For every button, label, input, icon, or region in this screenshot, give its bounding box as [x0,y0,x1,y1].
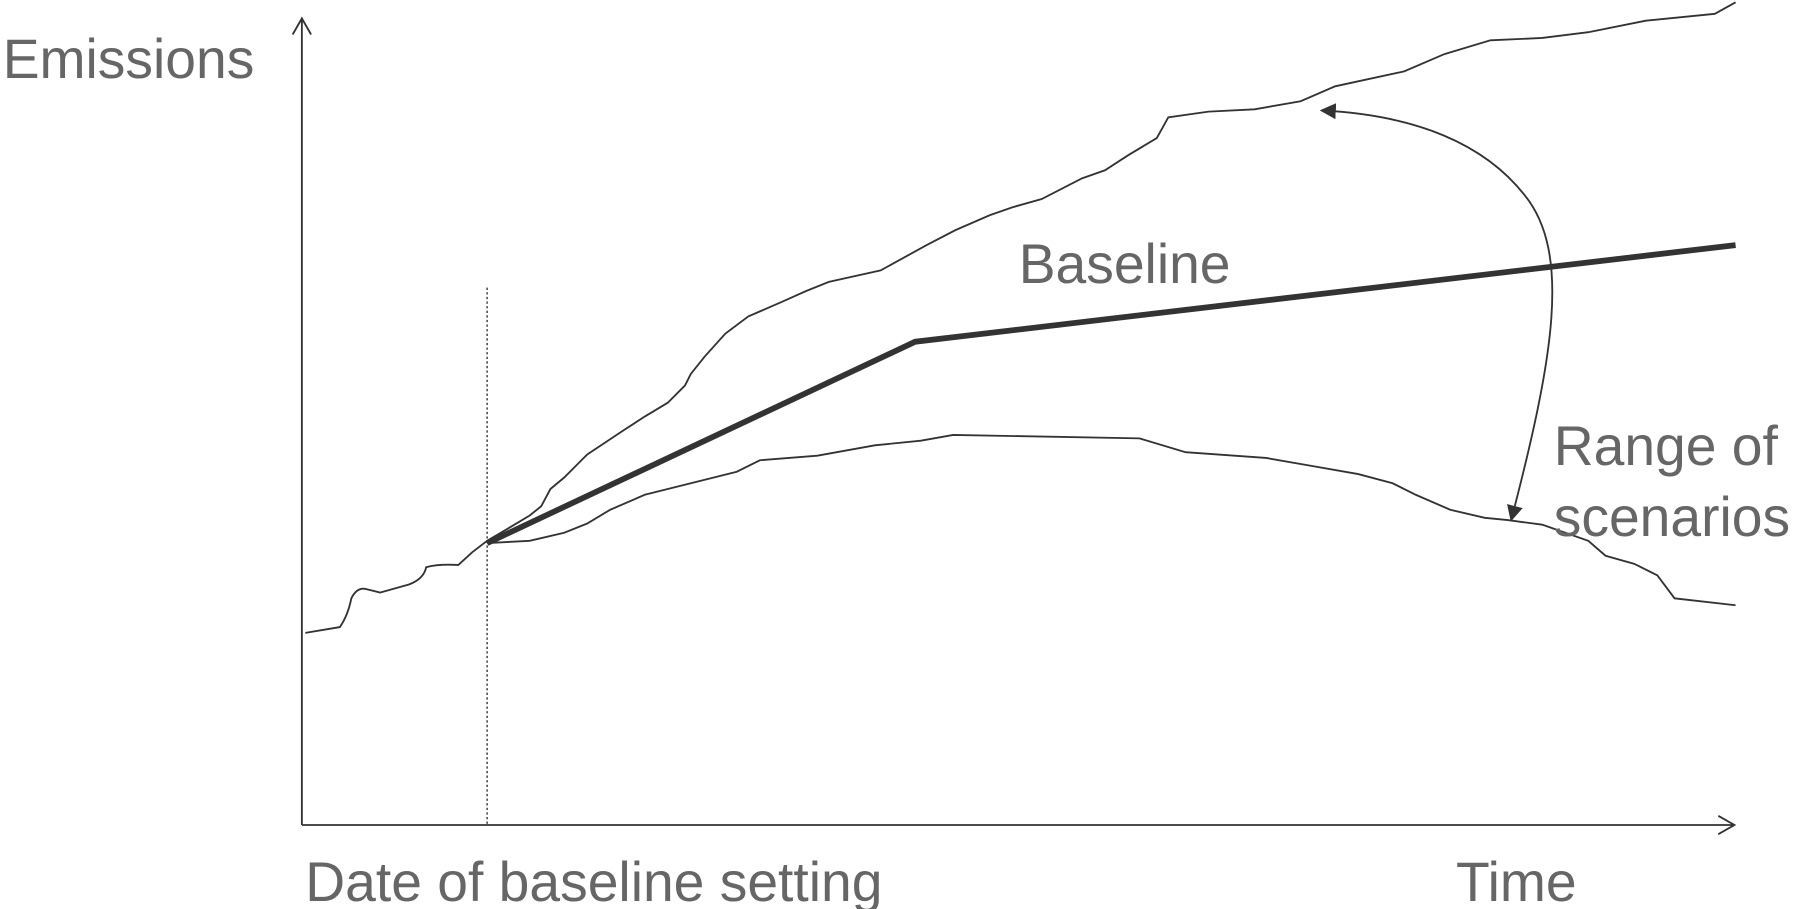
x-axis [301,814,1737,836]
range-label: scenarios [1554,486,1790,548]
range-arrow [1319,103,1554,522]
x-axis-label: Time [1456,851,1577,909]
baseline-label: Baseline [1019,233,1231,295]
lower-scenario [487,434,1736,607]
y-axis [291,16,312,826]
y-axis-label: Emissions [3,28,255,90]
date-label: Date of baseline setting [305,851,882,909]
upper-scenario [486,1,1737,542]
range-label: Range of [1554,415,1779,477]
historical-emissions [305,540,488,634]
